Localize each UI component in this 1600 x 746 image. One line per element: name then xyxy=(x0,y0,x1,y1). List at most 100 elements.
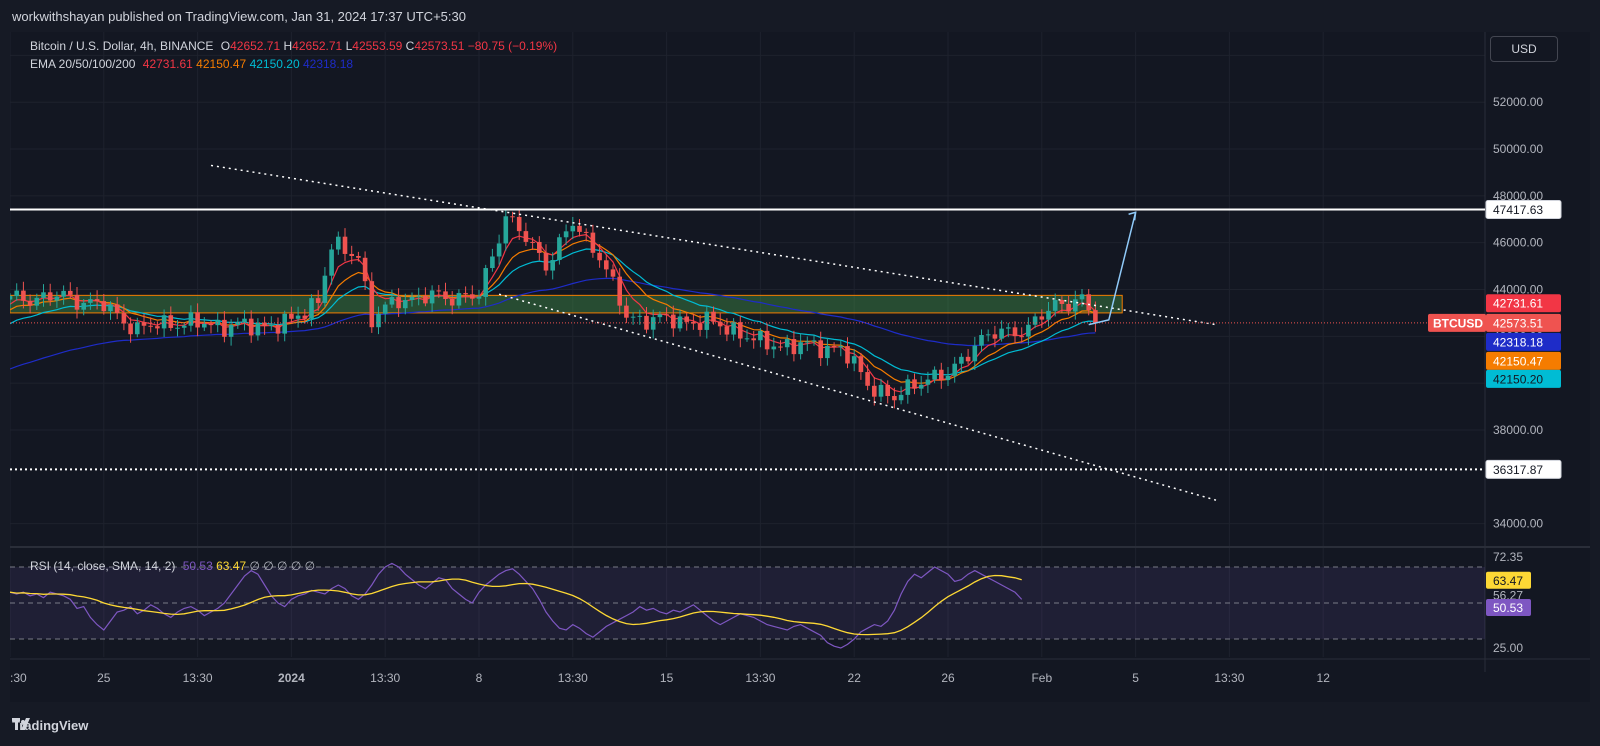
candle-body xyxy=(811,340,817,342)
time-tick-label: 25 xyxy=(97,671,111,685)
last-price-tag: 42573.51 xyxy=(1493,316,1543,330)
candle-body xyxy=(825,345,830,359)
candle-body xyxy=(369,281,375,328)
candle-body xyxy=(108,304,113,312)
projection-arrowhead xyxy=(1128,211,1137,221)
ema20-value: 42731.61 xyxy=(142,57,193,71)
time-tick-label: 22 xyxy=(848,671,862,685)
ema200-line xyxy=(10,277,1096,370)
candle-body xyxy=(543,252,549,271)
time-tick-label: :30 xyxy=(10,671,27,685)
candle-body xyxy=(141,322,147,326)
published-text: workwithshayan published on TradingView.… xyxy=(12,9,466,24)
candle-body xyxy=(128,323,133,335)
tradingview-brand[interactable]: TradingView xyxy=(12,718,88,733)
ohlc-h-label: H xyxy=(283,39,293,53)
candle-body xyxy=(389,297,395,305)
candle-body xyxy=(289,313,294,319)
candle-body xyxy=(510,216,515,218)
candle-body xyxy=(630,316,636,318)
time-tick-label: 13:30 xyxy=(183,671,213,685)
candle-body xyxy=(409,296,415,301)
rsi-line xyxy=(10,562,1023,649)
ema-tag-bg xyxy=(1486,332,1561,351)
candle-body xyxy=(590,232,596,253)
candle-body xyxy=(1046,310,1051,320)
candle-body xyxy=(691,321,696,324)
candle-body xyxy=(858,356,864,373)
chart-svg[interactable]: 34000.0038000.0040000.0042000.0044000.00… xyxy=(10,32,1590,702)
candle-body xyxy=(791,339,797,355)
time-tick-label: 13:30 xyxy=(558,671,588,685)
candle-body xyxy=(222,319,227,337)
support-resistance-zone xyxy=(10,294,1123,314)
candle-body xyxy=(188,312,194,326)
ohlc-l-label: L xyxy=(345,39,353,53)
candle-body xyxy=(771,346,777,350)
candle-body xyxy=(557,237,562,261)
rsi-empty-values: ∅ ∅ ∅ ∅ ∅ xyxy=(249,559,316,573)
candle-body xyxy=(195,312,200,328)
price-tick-label: 44000.00 xyxy=(1493,283,1543,297)
candle-body xyxy=(376,313,381,328)
candle-body xyxy=(818,340,823,359)
candle-body xyxy=(309,298,314,319)
candle-body xyxy=(1052,300,1058,311)
candle-body xyxy=(731,322,736,335)
candle-body xyxy=(550,260,555,271)
ohlc-h-value: 42652.71 xyxy=(292,39,343,53)
candle-body xyxy=(362,257,368,282)
candle-body xyxy=(74,294,80,310)
ema-title: EMA 20/50/100/200 xyxy=(30,57,136,71)
candle-body xyxy=(61,290,66,297)
candle-body xyxy=(356,255,361,258)
candle-body xyxy=(604,260,609,270)
candle-body xyxy=(242,318,247,323)
candle-body xyxy=(537,241,542,253)
candle-body xyxy=(530,241,535,243)
price-tick-label: 48000.00 xyxy=(1493,189,1543,203)
time-tick-label: 15 xyxy=(660,671,674,685)
candle-body xyxy=(583,231,589,233)
price-change: −80.75 (−0.19%) xyxy=(467,39,558,53)
candle-body xyxy=(805,341,810,343)
candle-body xyxy=(912,379,917,389)
ema-tag-1: 42731.61 xyxy=(1493,297,1543,311)
candle-body xyxy=(798,342,803,355)
candle-body xyxy=(925,379,931,385)
candle-body xyxy=(463,293,468,295)
candle-body xyxy=(851,356,857,364)
trendline-1 xyxy=(210,164,1217,326)
candle-body xyxy=(751,338,756,341)
symbol-legend: Bitcoin / U.S. Dollar, 4h, BINANCE O4265… xyxy=(30,39,557,53)
time-tick-label: 26 xyxy=(941,671,955,685)
candle-body xyxy=(208,323,214,326)
candle-body xyxy=(503,216,509,244)
rsi-sma-line xyxy=(10,574,1022,636)
candle-body xyxy=(758,330,763,341)
time-tick-label: 13:30 xyxy=(745,671,775,685)
candle-body xyxy=(436,290,442,292)
candle-body xyxy=(41,292,46,298)
ema100-value: 42150.20 xyxy=(249,57,300,71)
chart-frame[interactable]: 34000.0038000.0040000.0042000.0044000.00… xyxy=(10,32,1590,702)
currency-button[interactable]: USD xyxy=(1490,36,1558,62)
candle-body xyxy=(932,369,937,380)
candle-body xyxy=(403,300,408,309)
rsi-tag-bg xyxy=(1486,599,1531,617)
candle-body xyxy=(262,322,267,327)
candle-body xyxy=(155,326,160,329)
candle-body xyxy=(624,305,629,318)
candle-body xyxy=(496,243,502,257)
candle-body xyxy=(282,313,287,334)
candle-body xyxy=(992,334,998,339)
candle-body xyxy=(429,290,435,304)
rsi-title: RSI (14, close, SMA, 14, 2) xyxy=(30,559,176,573)
candle-body xyxy=(1032,316,1038,325)
candle-body xyxy=(945,375,951,381)
candle-body xyxy=(972,345,978,362)
candle-body xyxy=(744,338,750,340)
candle-body xyxy=(322,275,328,303)
ohlc-o-label: O xyxy=(220,39,231,53)
candle-body xyxy=(778,346,783,348)
